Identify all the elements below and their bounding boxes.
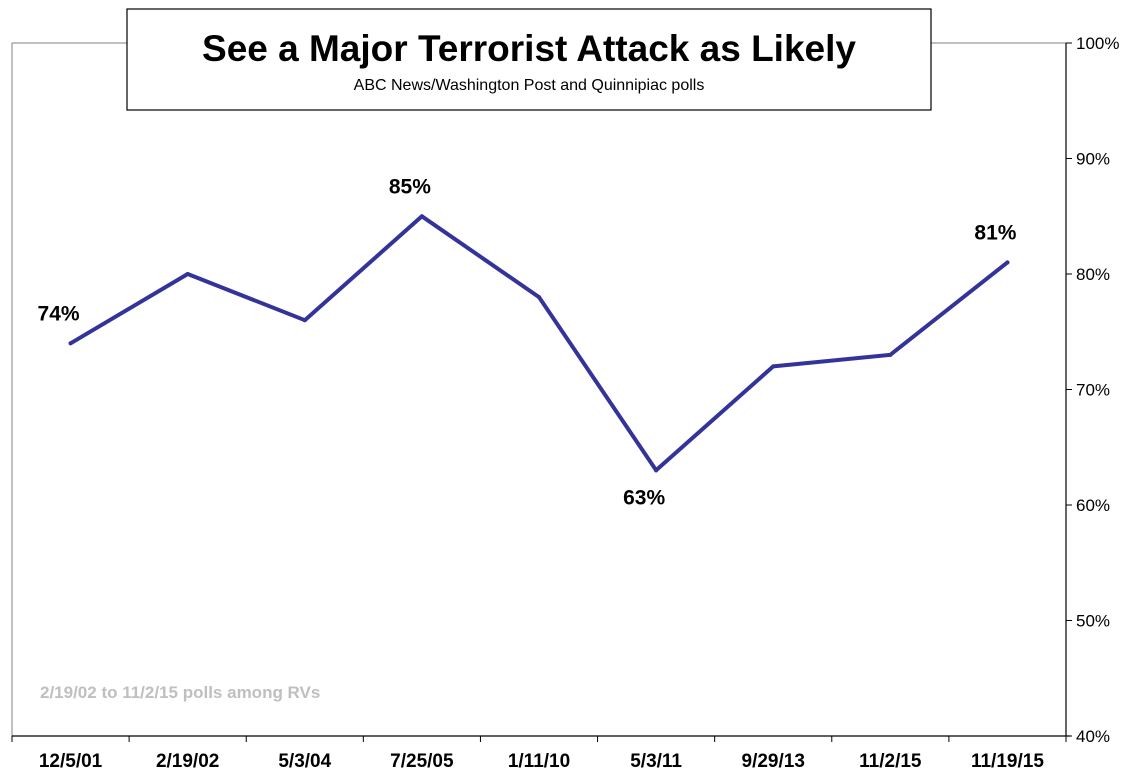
series-layer <box>68 214 1010 473</box>
y-tick-label: 70% <box>1076 381 1110 400</box>
y-tick-label: 60% <box>1076 496 1110 515</box>
data-point <box>771 364 776 369</box>
y-tick-label: 100% <box>1076 34 1119 53</box>
data-point <box>654 468 659 473</box>
x-tick-label: 9/29/13 <box>742 751 805 772</box>
y-axis-ticks: 40% 50% 60% 70% 80% 90% 100% <box>1066 34 1119 746</box>
y-tick-label: 80% <box>1076 265 1110 284</box>
data-point <box>1005 260 1010 265</box>
x-tick-label: 2/19/02 <box>156 751 219 772</box>
chart-title: See a Major Terrorist Attack as Likely <box>202 28 856 69</box>
x-tick-label: 5/3/11 <box>630 751 682 772</box>
data-point <box>302 318 307 323</box>
x-tick-label: 11/19/15 <box>971 751 1044 772</box>
data-label: 63% <box>623 486 665 509</box>
data-point <box>419 214 424 219</box>
y-tick-label: 40% <box>1076 727 1110 746</box>
chart-note: 2/19/02 to 11/2/15 polls among RVs <box>40 683 320 702</box>
data-point <box>185 272 190 276</box>
data-point <box>888 352 893 357</box>
series-line <box>68 214 1010 473</box>
y-tick-label: 90% <box>1076 150 1110 169</box>
data-labels: 74% 85% 63% 81% <box>38 175 1017 509</box>
data-label: 74% <box>38 302 80 325</box>
x-tick-label: 5/3/04 <box>278 751 331 772</box>
data-point <box>537 295 541 300</box>
title-box <box>126 8 932 111</box>
x-tick-label: 7/25/05 <box>390 751 454 772</box>
x-tick-label: 12/5/01 <box>39 751 103 772</box>
data-label: 81% <box>974 221 1016 244</box>
data-label: 85% <box>389 175 431 198</box>
data-point <box>68 341 73 346</box>
x-tick-label: 1/11/10 <box>508 751 570 772</box>
x-tick-label: 11/2/15 <box>859 751 922 772</box>
x-axis-ticks: 12/5/01 2/19/02 5/3/04 7/25/05 1/11/10 5/3/11… <box>11 736 1067 772</box>
y-tick-label: 50% <box>1076 612 1110 631</box>
chart-subtitle: ABC News/Washington Post and Quinnipiac … <box>354 77 705 94</box>
